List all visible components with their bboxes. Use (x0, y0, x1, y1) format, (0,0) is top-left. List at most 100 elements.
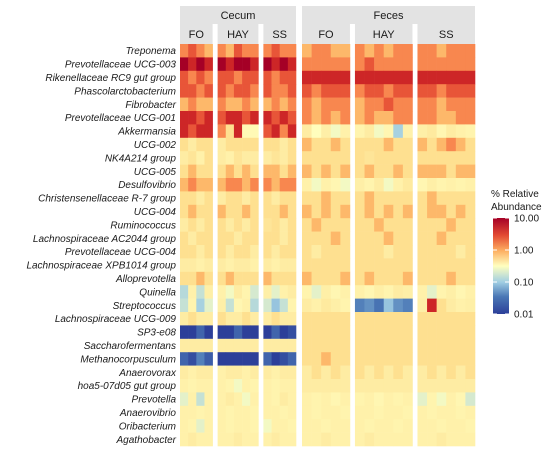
heatmap-cell (233, 111, 243, 125)
heatmap-cell (354, 245, 365, 259)
y-tick-label: SP3-e08 (137, 328, 176, 339)
heatmap-cell (364, 312, 375, 326)
heatmap-cell (180, 432, 189, 447)
heatmap-cell (455, 298, 466, 313)
heatmap-cell (250, 405, 259, 420)
heatmap-cell (417, 218, 428, 232)
heatmap-cell (321, 405, 332, 420)
heatmap-cell (340, 124, 351, 139)
y-tick-label: Akkermansia (117, 127, 176, 138)
heatmap-cell (374, 191, 385, 206)
heatmap-cell (180, 379, 189, 393)
heatmap-cell (340, 97, 351, 112)
heatmap-cell (417, 405, 428, 420)
heatmap-cell (393, 271, 404, 286)
heatmap-cell (436, 338, 447, 353)
heatmap-cell (340, 231, 351, 246)
heatmap-cell (364, 151, 375, 165)
heatmap-cell (402, 338, 413, 353)
heatmap-cell (287, 298, 297, 313)
heatmap-cell (455, 84, 466, 98)
heatmap-cell (279, 44, 289, 58)
heatmap-cell (279, 432, 289, 447)
heatmap-cell (242, 57, 251, 72)
heatmap-cell (225, 124, 235, 139)
heatmap-cell (455, 432, 466, 447)
heatmap-cell (263, 57, 272, 72)
heatmap-cell (263, 44, 272, 58)
heatmap-cell (196, 245, 205, 259)
heatmap-cell (330, 365, 341, 380)
heatmap-cell (287, 379, 297, 393)
heatmap-cell (427, 285, 437, 299)
y-tick-label: UCG-002 (134, 140, 177, 151)
strip-cecum-ss (263, 24, 296, 44)
heatmap-cell (465, 218, 476, 232)
strip-feces-ss (417, 24, 475, 44)
heatmap-cell (188, 258, 197, 273)
heatmap-cell (302, 405, 312, 420)
heatmap-cell (196, 432, 205, 447)
heatmap-cell (263, 338, 272, 353)
heatmap-cell (354, 218, 365, 232)
heatmap-cell (364, 97, 375, 112)
heatmap-cell (204, 298, 213, 313)
heatmap-cell (427, 405, 437, 420)
heatmap-cell (217, 405, 227, 420)
heatmap-cell (417, 312, 428, 326)
heatmap-cell (263, 124, 272, 139)
heatmap-cell (393, 57, 404, 72)
heatmap-cell (196, 111, 205, 125)
heatmap-cell (217, 432, 227, 447)
heatmap-cell (217, 325, 227, 340)
strip-feces-fo (302, 24, 350, 44)
heatmap-cell (271, 178, 280, 192)
heatmap-cell (242, 379, 251, 393)
heatmap-cell (188, 84, 197, 98)
heatmap-cell (374, 312, 385, 326)
heatmap-cell (287, 97, 297, 112)
heatmap-cell (427, 245, 437, 259)
heatmap-cell (311, 432, 322, 447)
heatmap-cell (279, 365, 289, 380)
heatmap-cell (393, 164, 404, 179)
heatmap-cell (417, 245, 428, 259)
heatmap-cell (279, 84, 289, 98)
heatmap-cell (263, 379, 272, 393)
heatmap-cell (279, 218, 289, 232)
heatmap-cell (417, 57, 428, 72)
heatmap-cell (465, 352, 476, 366)
heatmap-cell (242, 218, 251, 232)
heatmap-cell (417, 298, 428, 313)
heatmap-cell (321, 44, 332, 58)
heatmap-cell (321, 231, 332, 246)
heatmap-cell (374, 137, 385, 152)
heatmap-cell (393, 245, 404, 259)
heatmap-cell (225, 57, 235, 72)
heatmap-cell (196, 151, 205, 165)
heatmap-cell (436, 419, 447, 433)
heatmap-cell (302, 70, 312, 85)
heatmap-cell (393, 151, 404, 165)
heatmap-cell (233, 164, 243, 179)
heatmap-cell (217, 352, 227, 366)
heatmap-cell (287, 258, 297, 273)
heatmap-cell (217, 44, 227, 58)
heatmap-cell (279, 298, 289, 313)
heatmap-cell (321, 338, 332, 353)
heatmap-cell (180, 312, 189, 326)
heatmap-cell (340, 352, 351, 366)
heatmap-cell (436, 57, 447, 72)
heatmap-cell (364, 178, 375, 192)
heatmap-cell (364, 70, 375, 85)
heatmap-cell (417, 258, 428, 273)
heatmap-cell (330, 178, 341, 192)
heatmap-cell (455, 392, 466, 407)
heatmap-cell (180, 84, 189, 98)
heatmap-cell (446, 231, 457, 246)
heatmap-cell (321, 325, 332, 340)
heatmap-cell (455, 312, 466, 326)
heatmap-cell (180, 57, 189, 72)
heatmap-cell (427, 365, 437, 380)
heatmap-cell (217, 97, 227, 112)
